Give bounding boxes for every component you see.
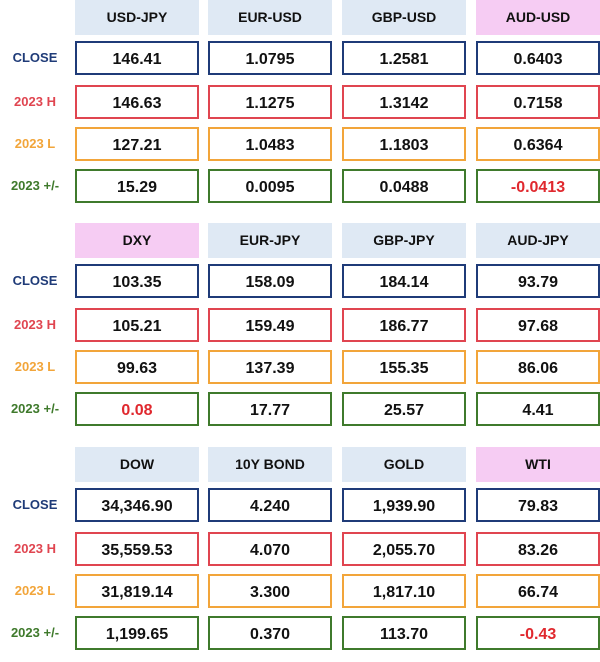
value-cell: 15.29 xyxy=(75,169,199,203)
column-header: GOLD xyxy=(342,447,466,482)
value-cell: 1.2581 xyxy=(342,41,466,75)
value-cell: 186.77 xyxy=(342,308,466,342)
value-cell: 184.14 xyxy=(342,264,466,298)
value-cell: 93.79 xyxy=(476,264,600,298)
value-cell: 137.39 xyxy=(208,350,332,384)
column-header: EUR-USD xyxy=(208,0,332,35)
value-cell: 127.21 xyxy=(75,127,199,161)
value-cell: 35,559.53 xyxy=(75,532,199,566)
value-cell: 1.1275 xyxy=(208,85,332,119)
value-cell: 31,819.14 xyxy=(75,574,199,608)
value-cell: 17.77 xyxy=(208,392,332,426)
value-cell: 0.0095 xyxy=(208,169,332,203)
row-label: 2023 L xyxy=(14,583,56,598)
quote-section-1: USD-JPY EUR-USD GBP-USD AUD-USD CLOSE 146.41 1… xyxy=(0,0,600,215)
value-cell: 0.6364 xyxy=(476,127,600,161)
value-cell: 113.70 xyxy=(342,616,466,650)
value-cell: 99.63 xyxy=(75,350,199,384)
value-cell: 83.26 xyxy=(476,532,600,566)
value-cell: 105.21 xyxy=(75,308,199,342)
value-cell: 4.070 xyxy=(208,532,332,566)
value-cell: 0.0488 xyxy=(342,169,466,203)
value-cell: 155.35 xyxy=(342,350,466,384)
row-label: 2023 L xyxy=(14,136,56,151)
row-label: CLOSE xyxy=(12,497,58,512)
value-cell: 0.7158 xyxy=(476,85,600,119)
value-cell: 0.08 xyxy=(75,392,199,426)
column-header: DOW xyxy=(75,447,199,482)
value-cell: 1.0483 xyxy=(208,127,332,161)
value-cell: 159.49 xyxy=(208,308,332,342)
value-cell: 25.57 xyxy=(342,392,466,426)
column-header: WTI xyxy=(476,447,600,482)
column-header: GBP-USD xyxy=(342,0,466,35)
column-header: 10Y BOND xyxy=(208,447,332,482)
row-label: CLOSE xyxy=(12,50,58,65)
value-cell: 34,346.90 xyxy=(75,488,199,522)
value-cell: 0.370 xyxy=(208,616,332,650)
row-label: 2023 L xyxy=(14,359,56,374)
value-cell: 4.41 xyxy=(476,392,600,426)
row-label: 2023 +/- xyxy=(10,178,60,193)
quote-section-3: DOW 10Y BOND GOLD WTI CLOSE 34,346.90 4.240 1,9… xyxy=(0,447,600,662)
column-header: GBP-JPY xyxy=(342,223,466,258)
value-cell: 1,199.65 xyxy=(75,616,199,650)
row-label: 2023 H xyxy=(14,94,56,109)
row-label: 2023 H xyxy=(14,541,56,556)
value-cell: 97.68 xyxy=(476,308,600,342)
row-label: CLOSE xyxy=(12,273,58,288)
value-cell: 86.06 xyxy=(476,350,600,384)
row-label: 2023 H xyxy=(14,317,56,332)
value-cell: 2,055.70 xyxy=(342,532,466,566)
value-cell: 1.1803 xyxy=(342,127,466,161)
value-cell: 1.3142 xyxy=(342,85,466,119)
value-cell: 4.240 xyxy=(208,488,332,522)
value-cell: 103.35 xyxy=(75,264,199,298)
value-cell: 1,817.10 xyxy=(342,574,466,608)
column-header: DXY xyxy=(75,223,199,258)
column-header: USD-JPY xyxy=(75,0,199,35)
value-cell: -0.0413 xyxy=(476,169,600,203)
value-cell: 1,939.90 xyxy=(342,488,466,522)
value-cell: 146.41 xyxy=(75,41,199,75)
row-label: 2023 +/- xyxy=(10,401,60,416)
quote-section-2: DXY EUR-JPY GBP-JPY AUD-JPY CLOSE 103.35 158.0… xyxy=(0,223,600,438)
value-cell: 1.0795 xyxy=(208,41,332,75)
value-cell: 158.09 xyxy=(208,264,332,298)
column-header: AUD-USD xyxy=(476,0,600,35)
value-cell: -0.43 xyxy=(476,616,600,650)
value-cell: 0.6403 xyxy=(476,41,600,75)
value-cell: 3.300 xyxy=(208,574,332,608)
value-cell: 66.74 xyxy=(476,574,600,608)
column-header: AUD-JPY xyxy=(476,223,600,258)
value-cell: 146.63 xyxy=(75,85,199,119)
value-cell: 79.83 xyxy=(476,488,600,522)
column-header: EUR-JPY xyxy=(208,223,332,258)
row-label: 2023 +/- xyxy=(10,625,60,640)
